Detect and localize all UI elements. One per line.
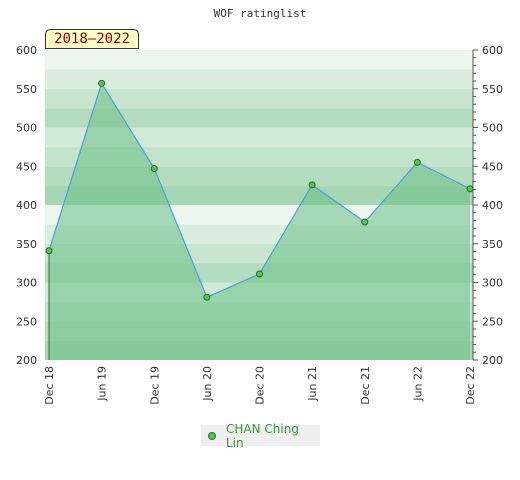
x-tick-label: Dec 21 <box>359 366 372 405</box>
y-tick-label-right: 200 <box>482 354 503 367</box>
period-label: 2018–2022 <box>45 29 139 49</box>
data-points <box>45 79 474 301</box>
x-tick-label: Jun 19 <box>96 366 109 402</box>
y-tick-label-left: 550 <box>16 83 37 96</box>
data-point <box>413 158 421 166</box>
x-axis: Dec 18 Jun 19 Dec 19 Jun 20 Dec 20 Jun 21 Dec … <box>43 366 477 405</box>
y-tick-label-right: 400 <box>482 199 503 212</box>
x-tick-label: Jun 21 <box>306 366 319 402</box>
y-tick-label-left: 450 <box>16 160 37 173</box>
background-band <box>45 146 473 167</box>
y-tick-label-right: 450 <box>482 160 503 173</box>
x-tick-label: Jun 22 <box>411 366 424 402</box>
y-tick-label-right: 350 <box>482 238 503 251</box>
y-tick-label-left: 300 <box>16 277 37 290</box>
y-tick-label-right: 250 <box>482 315 503 328</box>
y-tick-label-left: 250 <box>16 315 37 328</box>
background-band <box>45 127 473 147</box>
data-point <box>466 185 474 193</box>
x-tick-label: Dec 18 <box>43 366 56 405</box>
legend-marker-icon <box>208 431 216 440</box>
y-axis-right: 200 250 300 350 400 450 500 550 600 <box>472 44 503 367</box>
y-tick-label-left: 600 <box>16 44 37 57</box>
data-point <box>98 79 106 87</box>
x-tick-label: Dec 20 <box>254 366 267 405</box>
data-point <box>308 181 316 189</box>
x-tick-label: Dec 22 <box>464 366 477 405</box>
y-tick-label-right: 550 <box>482 83 503 96</box>
y-tick-label-left: 500 <box>16 122 37 135</box>
area-fill <box>49 83 470 360</box>
y-tick-label-left: 400 <box>16 199 37 212</box>
chart-title: WOF ratinglist <box>214 7 307 20</box>
legend[interactable]: CHAN Ching Lin <box>201 422 320 450</box>
background-band <box>45 69 473 89</box>
data-point <box>150 165 158 173</box>
y-tick-label-right: 300 <box>482 277 503 290</box>
y-tick-label-left: 200 <box>16 354 37 367</box>
background-band <box>45 50 473 70</box>
data-point <box>361 218 369 226</box>
data-point <box>203 293 211 301</box>
y-tick-label-right: 600 <box>482 44 503 57</box>
y-tick-label-left: 350 <box>16 238 37 251</box>
x-tick-label: Dec 19 <box>148 366 161 405</box>
data-point <box>45 247 53 255</box>
y-axis-left: 200 250 300 350 400 450 500 550 600 <box>16 44 37 367</box>
legend-label: CHAN Ching Lin <box>225 421 299 450</box>
x-tick-label: Jun 20 <box>201 366 214 402</box>
data-point <box>256 270 263 278</box>
y-tick-label-right: 500 <box>482 122 503 135</box>
background-band <box>45 88 473 109</box>
background-band <box>45 108 473 128</box>
